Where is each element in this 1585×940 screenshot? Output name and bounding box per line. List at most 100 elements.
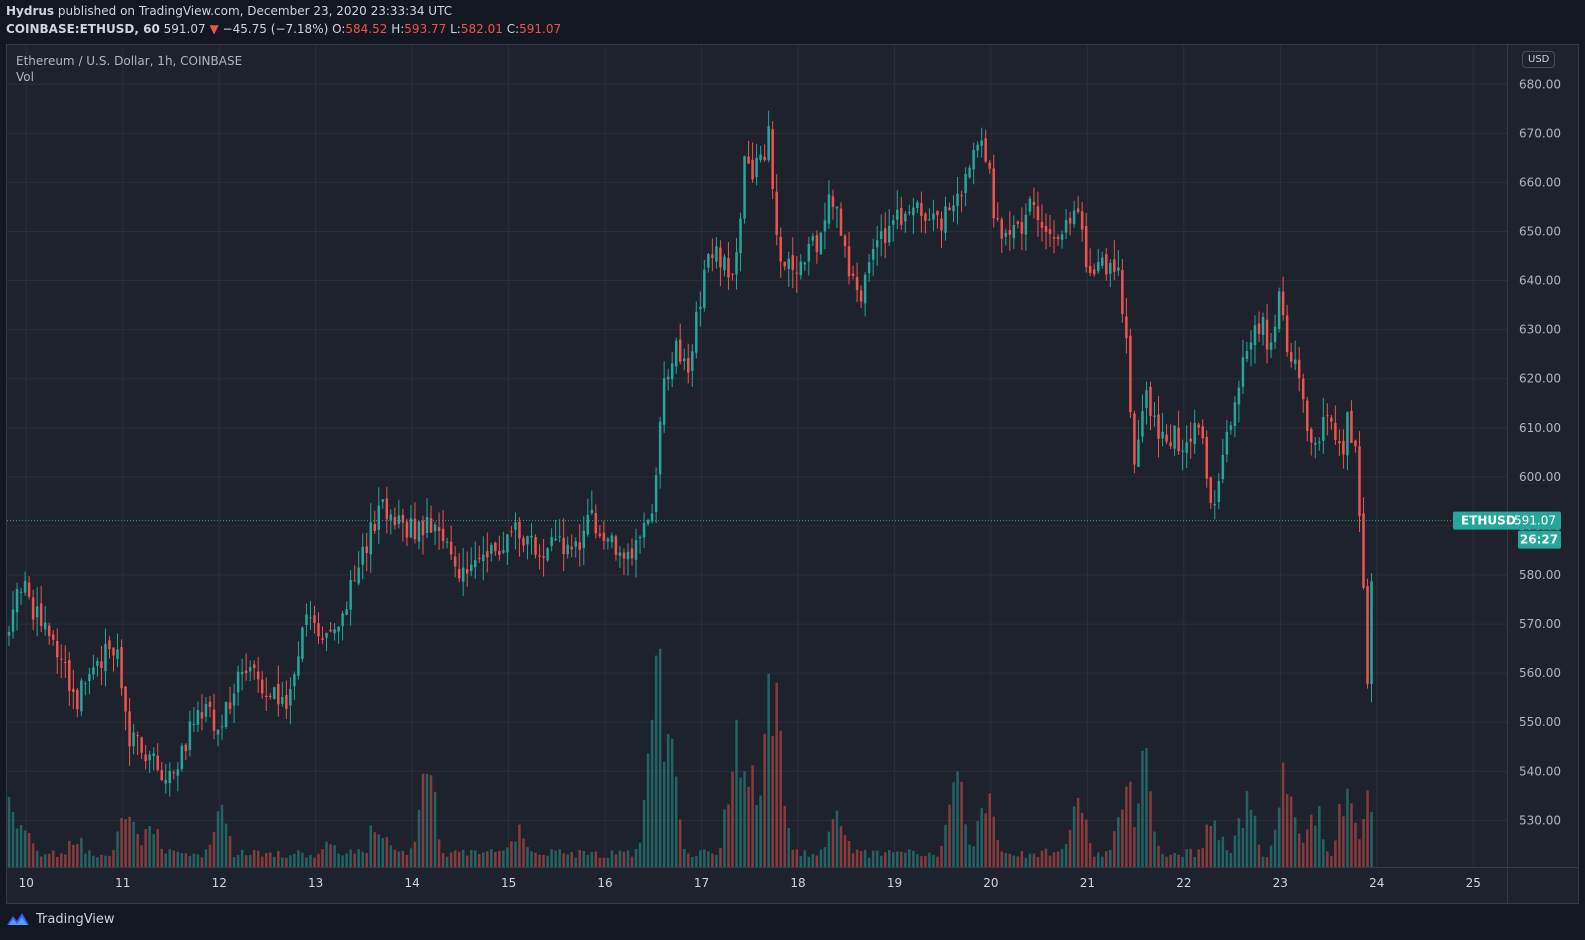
candle-body <box>502 550 505 553</box>
candle-body <box>15 589 19 613</box>
candle-body <box>401 515 405 523</box>
candle-body <box>666 376 670 380</box>
volume-bar <box>879 855 883 867</box>
volume-bar <box>80 837 83 867</box>
candle-body <box>437 527 441 531</box>
candle-body <box>542 556 545 558</box>
candle-body <box>988 162 991 169</box>
volume-bar <box>405 855 409 867</box>
volume-bar <box>952 782 955 867</box>
candle-body <box>1165 434 1168 442</box>
volume-bar <box>498 850 501 867</box>
candle-body <box>353 580 356 582</box>
chart-panel[interactable]: 530.00540.00550.00560.00570.00580.00590.… <box>6 44 1579 904</box>
volume-bar <box>759 795 762 867</box>
volume-bar <box>662 761 666 867</box>
currency-button[interactable]: USD <box>1522 51 1556 68</box>
candle-body <box>787 258 790 269</box>
candle-body <box>1350 410 1353 443</box>
volume-bar <box>27 832 31 867</box>
volume-bar <box>478 854 481 867</box>
candle-body <box>538 555 541 557</box>
close-label: C: <box>506 22 520 36</box>
volume-bar <box>634 848 638 867</box>
volume-bar <box>15 828 19 867</box>
candle-body <box>863 274 867 304</box>
volume-bar <box>574 857 577 867</box>
volume-bar <box>602 857 606 867</box>
price-chart[interactable]: 530.00540.00550.00560.00570.00580.00590.… <box>7 45 1578 903</box>
candle-body <box>1330 417 1333 422</box>
candle-body <box>879 231 883 240</box>
candle-body <box>289 688 292 706</box>
volume-bar <box>1370 812 1373 867</box>
volume-bar <box>373 832 377 867</box>
volume-bar <box>908 849 911 867</box>
candle-body <box>172 772 176 774</box>
volume-bar <box>795 849 799 867</box>
volume-bar <box>1293 817 1297 867</box>
volume-bar <box>313 857 316 867</box>
volume-bar <box>558 849 561 867</box>
candle-body <box>622 552 626 559</box>
candle-body <box>1088 266 1092 273</box>
volume-bar <box>1169 854 1172 867</box>
candle-body <box>321 638 324 640</box>
published-text: published on TradingView.com, December 2… <box>57 4 453 18</box>
y-tick-label: 600.00 <box>1519 470 1561 484</box>
candle-body <box>566 544 569 555</box>
candle-body <box>1354 440 1357 447</box>
candle-body <box>128 711 131 747</box>
candle-body <box>1265 319 1269 350</box>
volume-bar <box>1088 843 1092 867</box>
volume-bar <box>900 851 903 867</box>
volume-bar <box>815 855 819 867</box>
candle-body <box>1297 359 1301 379</box>
candle-body <box>1080 211 1084 230</box>
candle-body <box>1225 431 1229 455</box>
volume-bar <box>1113 831 1116 867</box>
candle-body <box>920 203 923 216</box>
candle-body <box>397 515 401 524</box>
volume-bar <box>425 773 429 867</box>
volume-bar <box>646 753 650 867</box>
volume-bar <box>1201 848 1204 867</box>
candle-body <box>1310 428 1313 443</box>
volume-bar <box>469 849 473 867</box>
candle-body <box>445 541 449 543</box>
candle-body <box>19 591 23 593</box>
volume-bar <box>988 793 991 867</box>
footer-brand[interactable]: TradingView <box>6 904 606 934</box>
candle-body <box>602 532 606 541</box>
candle-body <box>855 276 859 291</box>
volume-bar <box>132 821 135 867</box>
candle-body <box>1072 210 1076 225</box>
volume-bar <box>502 850 505 867</box>
volume-bar <box>1157 845 1160 867</box>
candle-body <box>100 661 103 668</box>
volume-bar <box>192 853 196 867</box>
volume-bar <box>1129 781 1132 867</box>
volume-bar <box>486 851 489 867</box>
volume-bar <box>232 857 236 867</box>
volume-bar <box>1165 856 1168 867</box>
candle-body <box>719 247 722 268</box>
candle-body <box>1141 411 1144 437</box>
candle-body <box>1040 221 1044 228</box>
candle-body <box>216 729 220 735</box>
volume-bar <box>980 808 983 867</box>
volume-bar <box>1084 819 1088 867</box>
volume-bar <box>47 853 51 867</box>
volume-bar <box>956 771 959 867</box>
volume-bar <box>465 855 469 867</box>
candle-body <box>1060 234 1064 240</box>
candle-body <box>598 533 602 537</box>
volume-bar <box>843 835 847 867</box>
candle-body <box>1076 208 1080 212</box>
volume-bar <box>60 853 63 867</box>
volume-bar <box>510 841 513 867</box>
volume-bar <box>883 852 887 867</box>
volume-bar <box>92 855 95 867</box>
volume-bar <box>968 844 971 867</box>
candle-body <box>578 542 581 550</box>
